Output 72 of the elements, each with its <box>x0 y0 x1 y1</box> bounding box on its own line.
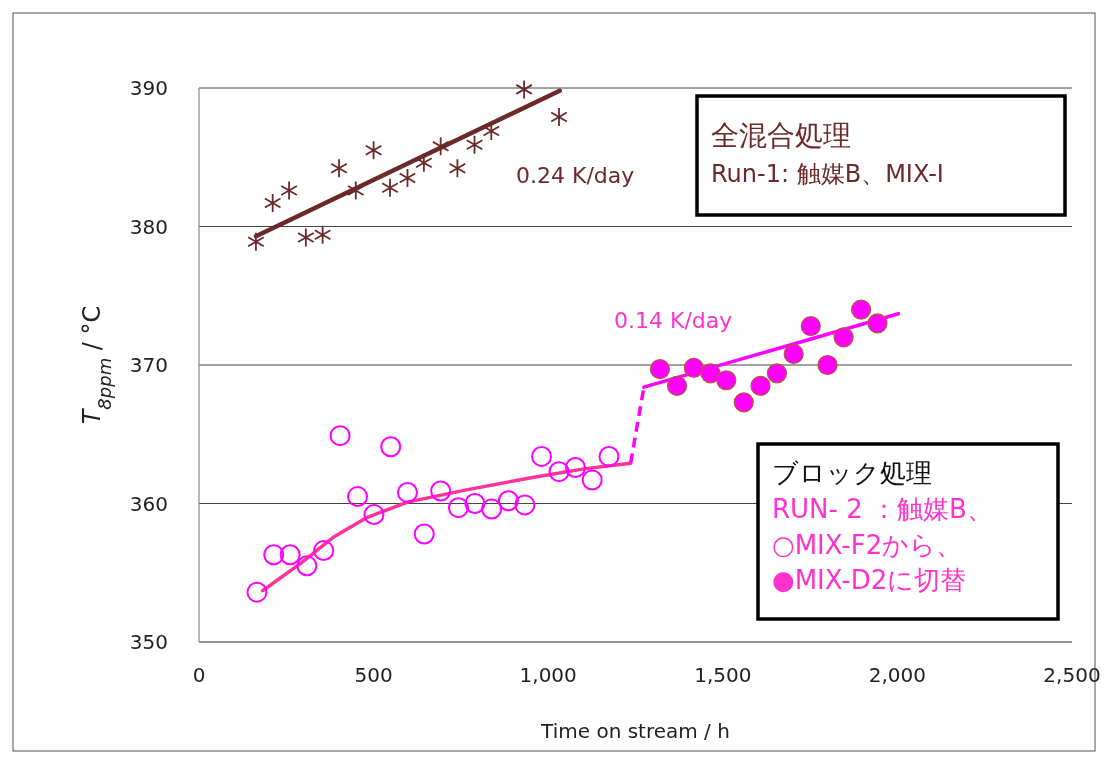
point <box>246 581 268 603</box>
point <box>364 140 383 161</box>
point <box>649 359 671 380</box>
y-tick-label: 370 <box>129 353 168 377</box>
annotation: ●MIX-D2に切替 <box>772 565 967 595</box>
point <box>430 480 452 502</box>
point <box>564 456 586 478</box>
y-tick-label: 360 <box>129 491 168 516</box>
point <box>716 370 737 391</box>
x-tick-label: 2,500 <box>1043 663 1101 687</box>
point <box>380 436 402 458</box>
point <box>263 544 285 566</box>
point <box>800 316 821 337</box>
point <box>247 231 265 252</box>
point <box>700 363 721 384</box>
point <box>313 224 332 245</box>
annotation: ブロック処理 <box>772 458 932 488</box>
point <box>363 504 385 526</box>
annotation: Run-1: 触媒B、MIX-I <box>711 160 944 188</box>
annotation: 0.24 K/day <box>516 163 635 188</box>
point <box>279 544 301 566</box>
y-tick-label: 390 <box>129 76 168 100</box>
point <box>297 227 315 248</box>
point <box>396 481 418 503</box>
y-tick-label: 380 <box>129 214 168 239</box>
annotation: RUN- 2 ：触媒B、 <box>772 494 993 524</box>
x-tick-label: 500 <box>354 663 393 687</box>
point <box>448 158 467 179</box>
point <box>329 425 351 447</box>
point <box>347 486 369 508</box>
point <box>313 540 335 562</box>
point <box>683 357 704 378</box>
point <box>514 494 536 516</box>
point <box>330 158 348 179</box>
point <box>497 490 519 512</box>
point <box>381 177 399 198</box>
point <box>531 445 553 467</box>
point <box>296 555 318 577</box>
point <box>833 327 854 348</box>
point <box>481 498 503 520</box>
annotation: ○MIX-F2から、 <box>772 530 963 560</box>
x-tick-label: 2,000 <box>868 663 927 687</box>
point <box>850 299 872 320</box>
x-tick-label: 0 <box>192 663 206 687</box>
point <box>398 168 417 188</box>
x-tick-label: 1,500 <box>694 663 752 687</box>
point <box>515 79 533 100</box>
point <box>548 461 570 483</box>
point <box>347 180 365 201</box>
point <box>263 193 282 213</box>
annotation: 0.14 K/day <box>614 308 733 333</box>
point <box>750 375 771 396</box>
point <box>733 392 754 413</box>
x-tick-label: 1,000 <box>519 663 577 687</box>
point <box>464 493 486 514</box>
point <box>817 354 838 376</box>
point <box>415 152 433 173</box>
point <box>413 523 435 545</box>
point <box>581 469 603 491</box>
point <box>598 445 620 467</box>
point <box>280 180 298 201</box>
point <box>666 375 688 396</box>
point <box>447 497 469 519</box>
point <box>465 134 484 155</box>
point <box>550 107 568 127</box>
x-axis-title: Time on stream / h <box>540 719 730 743</box>
annotation: 全混合処理 <box>711 119 851 152</box>
y-tick-label: 350 <box>129 630 168 654</box>
point <box>431 136 450 157</box>
point <box>867 313 888 334</box>
point <box>766 363 788 384</box>
point <box>783 343 804 365</box>
